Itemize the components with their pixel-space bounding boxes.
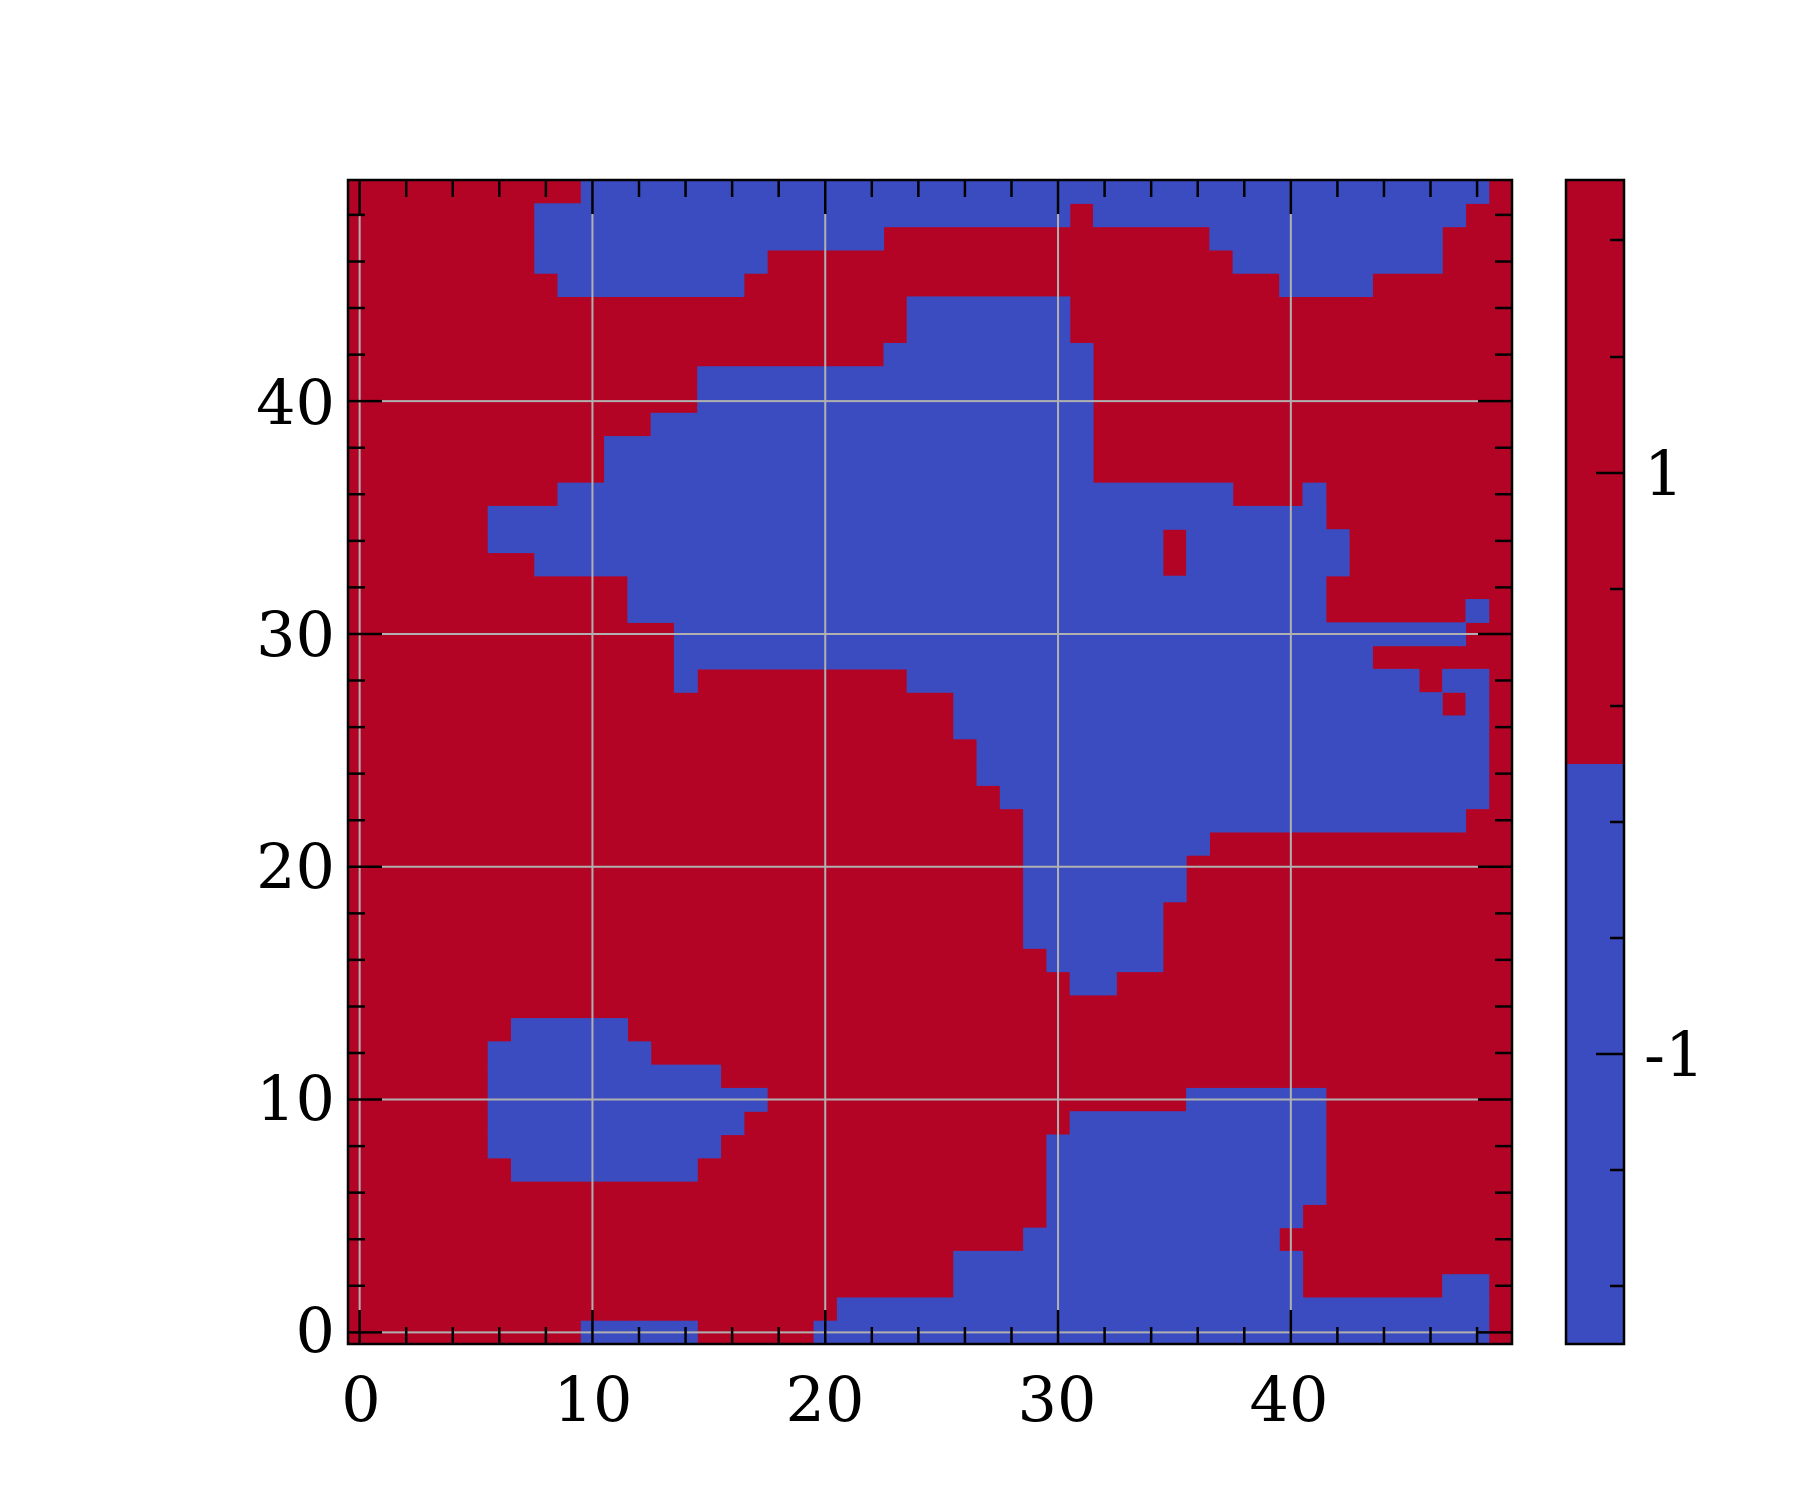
heatmap-cell-run-negative — [580, 180, 1490, 204]
heatmap-cell-run-negative — [487, 1134, 722, 1159]
heatmap-cell-run-negative — [1023, 831, 1210, 856]
heatmap-cell-run-negative — [1442, 1274, 1490, 1299]
heatmap-cell-run-negative — [487, 505, 1327, 530]
x-tick-label: 10 — [554, 1363, 633, 1436]
heatmap-cell-run-negative — [1046, 1181, 1327, 1205]
heatmap-cell-run-negative — [697, 366, 1094, 391]
heatmap-cell-run-negative — [650, 412, 1094, 437]
heatmap-cell-run-negative — [673, 668, 698, 693]
heatmap-cell-run-negative — [906, 296, 1071, 321]
heatmap-cell-run-negative — [1046, 1157, 1327, 1182]
major-ticks — [348, 180, 1512, 1344]
heatmap-cell-run-negative — [557, 273, 745, 297]
heatmap-cell-run-negative — [1023, 878, 1187, 903]
x-tick-label: 30 — [1018, 1363, 1097, 1436]
heatmap-cell-run-negative — [487, 1111, 745, 1136]
heatmap-cell-run-negative — [487, 1064, 722, 1089]
x-tick-label: 40 — [1250, 1363, 1329, 1436]
heatmap-cell-run-negative — [534, 226, 885, 251]
x-tick-label: 0 — [341, 1363, 380, 1436]
heatmap-cell-run-negative — [883, 342, 1094, 367]
heatmap-cell-run-negative — [1069, 1111, 1327, 1136]
heatmap-cell-run-negative — [953, 1250, 1304, 1275]
heatmap-cell-run-negative — [534, 203, 1071, 228]
heatmap-cell-run-negative — [1209, 226, 1443, 251]
heatmap-cell-run-negative — [976, 762, 1490, 786]
heatmap-cell-run-negative — [999, 785, 1490, 810]
heatmap-cell-run-negative — [1046, 1204, 1304, 1229]
heatmap-cell-run-negative — [836, 1297, 1490, 1322]
heatmap-cell-run-negative — [953, 1274, 1304, 1299]
heatmap-cell-run-negative — [1186, 552, 1350, 577]
heatmap-cell-run-negative — [534, 552, 1164, 577]
heatmap-cell-run-negative — [1302, 505, 1327, 530]
heatmap-cell-run-negative — [1023, 901, 1164, 926]
colorbar-frame — [1564, 178, 1626, 1346]
y-tick-label: 30 — [256, 598, 335, 671]
heatmap-cell-run-negative — [976, 738, 1490, 763]
heatmap-cell-run-negative — [906, 668, 1420, 693]
heatmap-cell-run-negative — [1069, 971, 1117, 996]
colorbar-minor-ticks — [1610, 238, 1624, 1288]
heatmap-cell-run-negative — [953, 715, 1490, 740]
heatmap-cell-run-negative — [557, 482, 1234, 507]
heatmap-cell-run-negative — [1465, 599, 1490, 623]
y-tick-label: 0 — [296, 1294, 335, 1367]
heatmap-cell-run-negative — [627, 599, 1327, 623]
heatmap-cell-run-negative — [813, 645, 1373, 670]
heatmap-cell-run-negative — [1302, 482, 1327, 507]
heatmap-cell-run-negative — [510, 1157, 698, 1182]
heatmap-cells — [348, 180, 1512, 1345]
x-tick-label: 20 — [786, 1363, 865, 1436]
minor-ticks — [348, 180, 1512, 1344]
heatmap-cell-run-negative — [906, 319, 1071, 344]
heatmap-cell-run-negative — [627, 575, 1327, 600]
heatmap-cell-run-negative — [1023, 1227, 1280, 1252]
heatmap-cell-run-negative — [1046, 1134, 1327, 1159]
heatmap-cell-run-negative — [487, 1041, 652, 1066]
heatmap-cell-run-negative — [673, 645, 815, 670]
heatmap-cell-run-negative — [1279, 273, 1373, 297]
heatmap-cell-run-negative — [604, 459, 1094, 484]
plot-frame — [346, 178, 1514, 1346]
y-tick-label: 40 — [256, 366, 335, 439]
heatmap-cell-run-negative — [534, 249, 768, 274]
heatmap-cell-run-negative — [1442, 668, 1490, 693]
colorbar-tick-label: 1 — [1644, 437, 1683, 510]
heatmap-cell-run-negative — [953, 692, 1443, 717]
heatmap-cell-run-negative — [510, 1018, 628, 1042]
colorbar-tick-label: -1 — [1644, 1018, 1704, 1091]
heatmap-cell-run-negative — [1465, 692, 1490, 717]
heatmap-cell-run-negative — [1046, 948, 1164, 973]
gridlines — [348, 180, 1512, 1344]
heatmap-cell-run-negative — [1092, 203, 1467, 228]
y-tick-label: 20 — [256, 830, 335, 903]
heatmap-cell-run-negative — [1186, 529, 1350, 554]
heatmap-cell-run-negative — [604, 436, 1094, 460]
heatmap-cell-run-negative — [1023, 924, 1164, 949]
heatmap-cell-run-negative — [1023, 808, 1467, 833]
heatmap-cell-run-negative — [1232, 249, 1443, 274]
y-tick-label: 10 — [256, 1062, 335, 1135]
colorbar: 1 -1 — [1564, 178, 1704, 1346]
